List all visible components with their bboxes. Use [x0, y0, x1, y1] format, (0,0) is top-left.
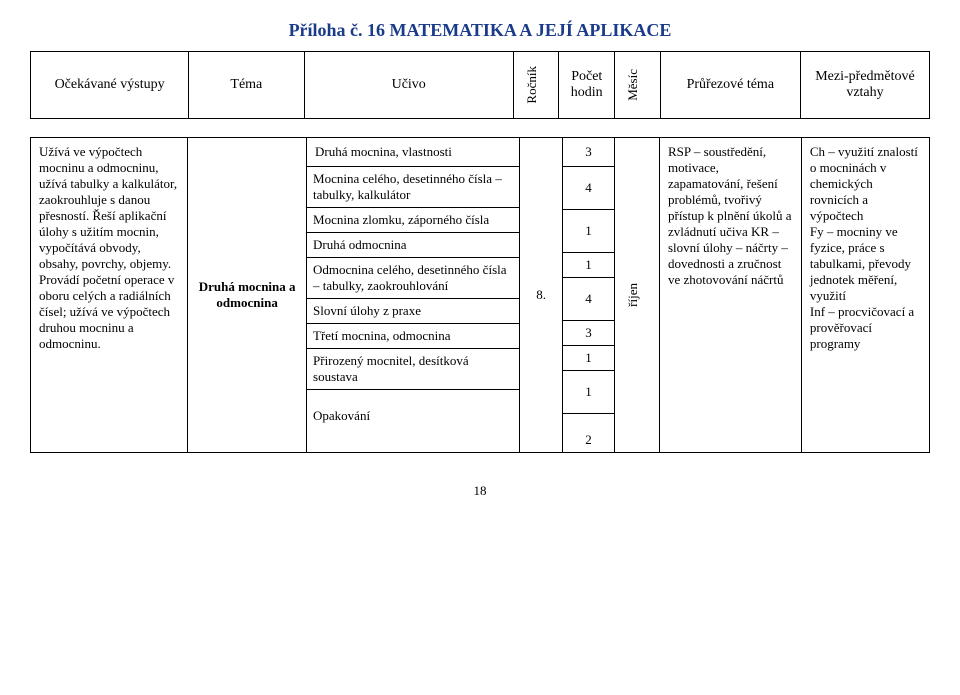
cell-hod-list: 4 1 1 4 3 1 1 2 [563, 166, 614, 452]
cell-mezi: Ch – využití znalostí o mocninách v chem… [801, 137, 929, 452]
hod-item: 1 [563, 252, 613, 277]
cell-rocnik: 8. [519, 137, 563, 452]
cell-theme: Druhá mocnina a odmocnina [188, 137, 307, 452]
hod-item: 1 [563, 370, 613, 413]
hod-item: 1 [563, 209, 613, 252]
hdr-mesic: Měsíc [615, 52, 661, 119]
hod-item: 4 [563, 277, 613, 320]
cell-prurez: RSP – soustředění, motivace, zapamatován… [659, 137, 801, 452]
cell-mesic: říjen [614, 137, 659, 452]
ucivo-item: Třetí mocnina, odmocnina [307, 323, 519, 348]
cell-outcomes: Užívá ve výpočtech mocninu a odmocninu, … [31, 137, 188, 452]
page-title: Příloha č. 16 MATEMATIKA A JEJÍ APLIKACE [30, 20, 930, 41]
ucivo-item: Druhá odmocnina [307, 232, 519, 257]
hdr-rocnik: Ročník [513, 52, 559, 119]
ucivo-item: Přirozený mocnitel, desítková soustava [307, 348, 519, 389]
ucivo-item: Mocnina zlomku, záporného čísla [307, 207, 519, 232]
ucivo-item: Mocnina celého, desetinného čísla – tabu… [307, 167, 519, 208]
cell-ucivo-list: Mocnina celého, desetinného čísla – tabu… [307, 166, 520, 452]
hdr-ucivo: Učivo [304, 52, 513, 119]
cell-ucivo-top: Druhá mocnina, vlastnosti [307, 137, 520, 166]
hdr-theme: Téma [189, 52, 304, 119]
cell-hod-top: 3 [563, 137, 614, 166]
hdr-mezi: Mezi-předmětové vztahy [800, 52, 929, 119]
hdr-outcomes: Očekávané výstupy [31, 52, 189, 119]
hdr-prurez: Průřezové téma [660, 52, 800, 119]
ucivo-item: Slovní úlohy z praxe [307, 298, 519, 323]
hod-item: 4 [563, 167, 613, 210]
hod-item: 1 [563, 345, 613, 370]
page-number: 18 [30, 483, 930, 499]
header-table: Očekávané výstupy Téma Učivo Ročník Poče… [30, 51, 930, 119]
ucivo-item: Odmocnina celého, desetinného čísla – ta… [307, 257, 519, 298]
hdr-hodin: Počet hodin [559, 52, 615, 119]
hod-item: 2 [563, 413, 613, 452]
content-table: Užívá ve výpočtech mocninu a odmocninu, … [30, 137, 930, 453]
ucivo-item: Opakování [307, 389, 519, 428]
hod-item: 3 [563, 320, 613, 345]
